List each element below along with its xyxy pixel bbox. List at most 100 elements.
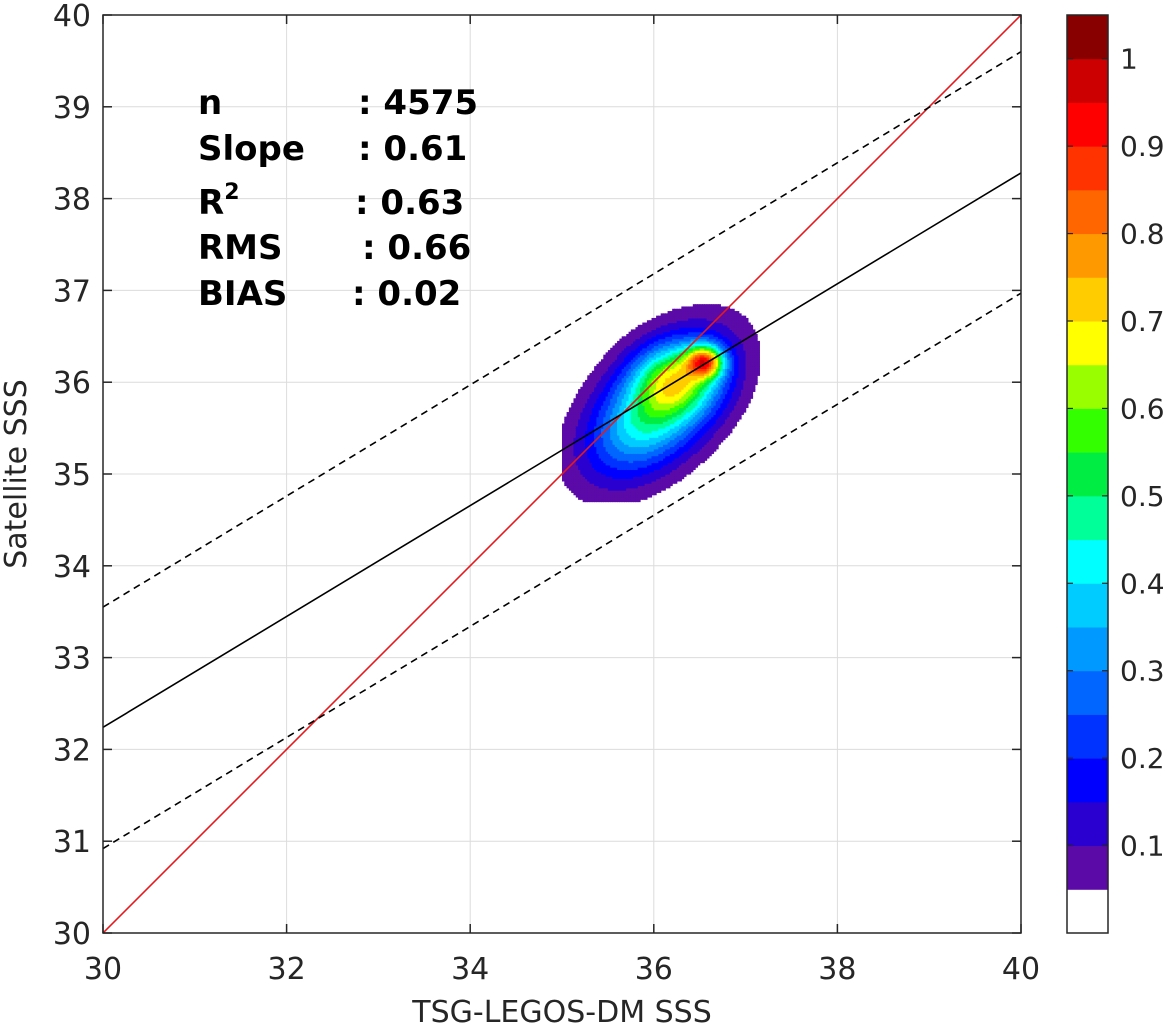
density-cell	[676, 340, 680, 344]
density-cell	[635, 453, 639, 457]
density-cell	[635, 389, 639, 392]
density-cell	[713, 439, 717, 443]
density-cell	[640, 407, 643, 411]
density-cell	[589, 423, 593, 427]
density-cell	[701, 453, 705, 457]
density-cell	[644, 359, 648, 363]
density-cell	[646, 345, 650, 349]
density-cell	[571, 418, 575, 422]
density-cell	[665, 476, 669, 480]
density-cell	[617, 464, 620, 468]
density-cell	[623, 439, 627, 443]
density-cell	[681, 311, 685, 314]
density-cell	[715, 313, 719, 317]
density-cell	[637, 389, 641, 392]
density-cell	[601, 398, 604, 402]
density-cell	[665, 322, 669, 326]
density-cell	[617, 412, 620, 415]
density-cell	[715, 336, 719, 340]
density-cell	[734, 340, 738, 344]
density-cell	[674, 439, 678, 443]
density-cell	[667, 402, 671, 406]
density-cell	[681, 405, 685, 409]
density-cell	[729, 340, 733, 344]
density-cell	[715, 306, 719, 310]
density-cell	[653, 356, 657, 360]
density-cell	[614, 356, 618, 360]
density-cell	[701, 370, 705, 374]
density-cell	[685, 430, 689, 434]
density-cell	[683, 432, 687, 436]
density-cell	[692, 327, 696, 331]
density-cell	[676, 439, 680, 443]
density-cell	[601, 483, 604, 487]
density-cell	[612, 366, 616, 370]
density-cell	[568, 471, 572, 475]
density-cell	[568, 446, 572, 450]
density-cell	[701, 368, 705, 372]
density-cell	[662, 460, 666, 464]
density-cell	[562, 451, 565, 454]
density-cell	[646, 412, 650, 415]
density-cell	[594, 366, 598, 370]
density-cell	[736, 400, 740, 404]
density-cell	[596, 398, 600, 402]
density-cell	[699, 327, 703, 331]
density-cell	[621, 366, 625, 370]
density-cell	[626, 363, 630, 367]
density-cell	[633, 398, 637, 402]
density-cell	[635, 485, 639, 489]
density-cell	[699, 306, 703, 310]
density-cell	[623, 373, 627, 376]
density-cell	[701, 329, 705, 333]
density-cell	[695, 389, 699, 392]
density-cell	[603, 377, 607, 381]
density-cell	[683, 338, 687, 342]
density-cell	[724, 322, 728, 326]
density-cell	[637, 474, 641, 477]
density-cell	[562, 432, 565, 436]
density-cell	[685, 464, 689, 468]
density-cell	[713, 338, 717, 342]
density-cell	[612, 391, 616, 395]
density-cell	[571, 439, 575, 443]
density-cell	[667, 437, 671, 441]
density-cell	[642, 382, 646, 386]
density-cell	[626, 485, 630, 489]
density-cell	[646, 448, 650, 452]
density-cell	[731, 347, 735, 351]
density-cell	[630, 487, 634, 491]
density-cell	[617, 389, 620, 392]
density-cell	[630, 448, 634, 452]
density-cell	[685, 366, 689, 370]
density-cell	[690, 340, 694, 344]
density-cell	[706, 317, 710, 321]
density-cell	[651, 464, 655, 468]
density-cell	[683, 308, 687, 312]
density-cell	[706, 421, 710, 425]
density-cell	[708, 343, 712, 347]
density-cell	[623, 402, 627, 406]
density-cell	[683, 439, 687, 443]
density-cell	[612, 393, 616, 397]
density-cell	[566, 471, 570, 475]
density-cell	[644, 421, 648, 425]
density-cell	[601, 487, 604, 491]
density-cell	[566, 418, 570, 422]
density-cell	[679, 384, 682, 388]
density-cell	[649, 340, 653, 344]
density-cell	[571, 416, 575, 420]
density-cell	[653, 471, 657, 475]
density-cell	[582, 462, 586, 466]
density-cell	[669, 457, 673, 461]
density-cell	[614, 460, 618, 464]
density-cell	[692, 370, 696, 374]
density-cell	[640, 416, 643, 420]
density-cell	[681, 402, 685, 406]
density-cell	[640, 329, 643, 333]
density-cell	[688, 428, 692, 431]
density-cell	[610, 382, 614, 386]
density-cell	[607, 444, 611, 448]
density-cell	[715, 400, 719, 404]
density-cell	[669, 462, 673, 466]
